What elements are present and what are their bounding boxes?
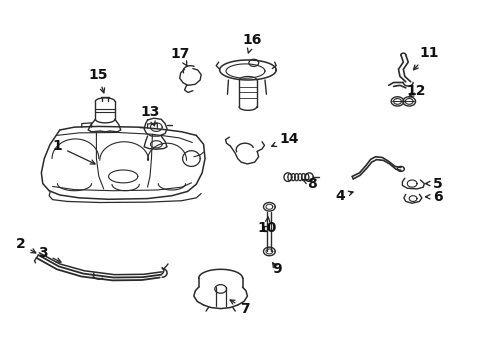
Text: 10: 10 [257, 217, 277, 235]
Text: 12: 12 [407, 84, 426, 98]
Text: 1: 1 [52, 139, 95, 164]
Text: 3: 3 [38, 246, 61, 262]
Text: 16: 16 [243, 33, 262, 53]
Text: 7: 7 [230, 300, 250, 316]
Text: 6: 6 [425, 190, 442, 204]
Text: 8: 8 [302, 177, 317, 191]
Text: 2: 2 [16, 237, 36, 253]
Text: 17: 17 [171, 47, 190, 67]
Text: 5: 5 [425, 176, 442, 190]
Text: 9: 9 [272, 262, 281, 276]
Text: 13: 13 [140, 105, 160, 126]
Text: 14: 14 [272, 132, 298, 147]
Text: 11: 11 [414, 46, 439, 70]
Text: 4: 4 [335, 189, 353, 203]
Text: 15: 15 [88, 68, 108, 93]
